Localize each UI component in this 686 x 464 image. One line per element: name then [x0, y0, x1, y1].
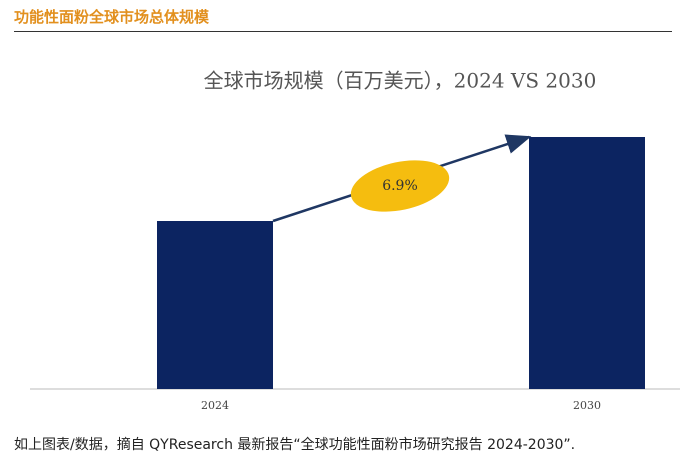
section-header: 功能性面粉全球市场总体规模	[14, 8, 210, 26]
bar	[157, 221, 273, 389]
x-tick-label: 2030	[573, 399, 601, 412]
chart-title: 全球市场规模（百万美元），2024 VS 2030	[204, 69, 597, 93]
cagr-label: 6.9%	[382, 178, 418, 194]
cagr-badge	[350, 160, 450, 212]
chart: 全球市场规模（百万美元），2024 VS 2030 2024 2030 6.9%	[30, 69, 680, 412]
caption: 如上图表/数据，摘自 QYResearch 最新报告“全球功能性面粉市场研究报告…	[14, 437, 576, 453]
header-rule	[14, 31, 672, 32]
x-tick-label: 2024	[201, 399, 229, 412]
bar	[529, 137, 645, 389]
